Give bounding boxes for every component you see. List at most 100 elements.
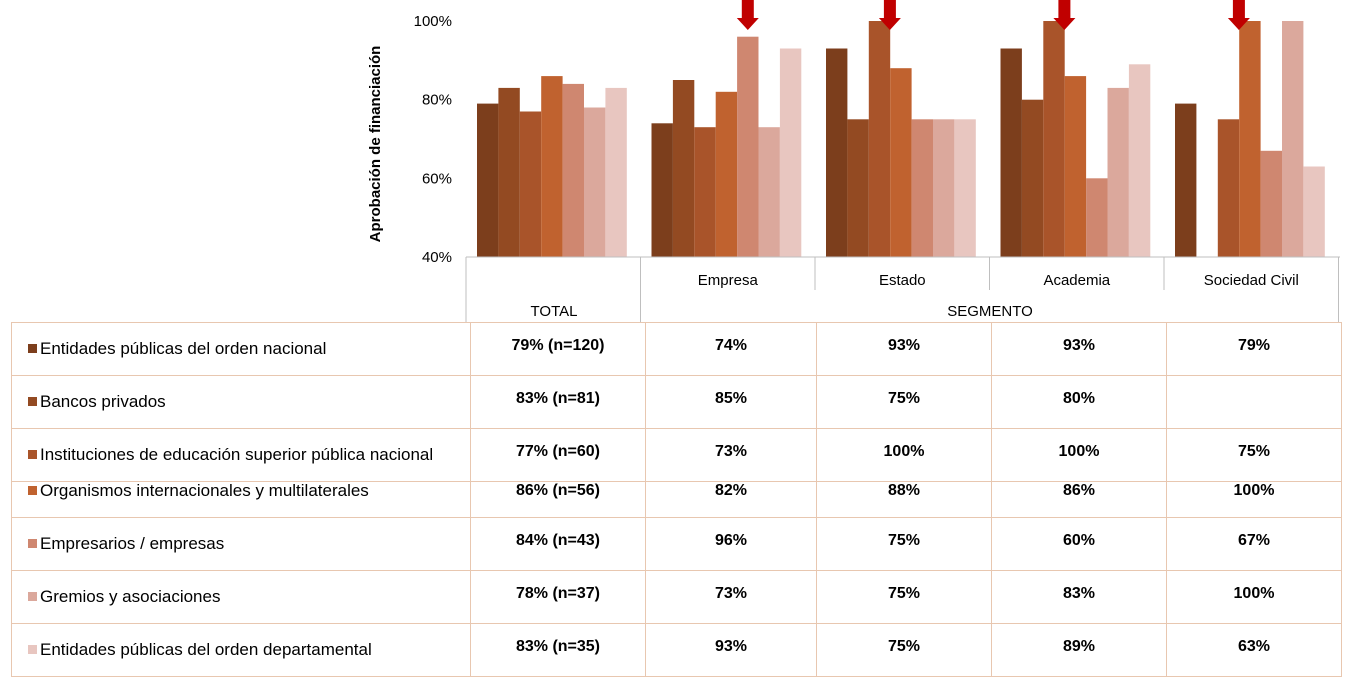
table-cell: 74% bbox=[645, 322, 817, 376]
bar bbox=[519, 111, 542, 257]
bar bbox=[477, 103, 499, 257]
table-cell: 79% bbox=[1166, 322, 1342, 376]
table-cell: 63% bbox=[1166, 623, 1342, 677]
highlight-arrow-marker bbox=[878, 0, 901, 30]
highlight-arrow-marker bbox=[736, 0, 759, 30]
legend-swatch bbox=[28, 450, 37, 459]
bar bbox=[1000, 48, 1022, 257]
table-cell: 88% bbox=[816, 481, 992, 518]
legend-cell: Entidades públicas del orden nacional bbox=[11, 322, 471, 376]
y-tick-label: 100% bbox=[414, 13, 452, 30]
legend-label: Organismos internacionales y multilatera… bbox=[40, 481, 369, 500]
legend-cell: Gremios y asociaciones bbox=[11, 570, 471, 624]
table-row: Organismos internacionales y multilatera… bbox=[11, 481, 1342, 518]
legend-cell: Entidades públicas del orden departament… bbox=[11, 623, 471, 677]
data-table: Entidades públicas del orden nacional 79%… bbox=[11, 322, 1342, 677]
x-tick-label: Sociedad Civil bbox=[1204, 272, 1299, 289]
table-cell: 60% bbox=[991, 517, 1167, 571]
legend-cell: Empresarios / empresas bbox=[11, 517, 471, 571]
table-row: Bancos privados 83% (n=81) 85% 75% 80% bbox=[11, 375, 1342, 429]
bar bbox=[1128, 64, 1151, 257]
bar bbox=[584, 107, 606, 257]
x-tick-label: Estado bbox=[879, 272, 926, 289]
table-cell: 93% bbox=[645, 623, 817, 677]
bar bbox=[758, 127, 780, 257]
table-row: Gremios y asociaciones 78% (n=37) 73% 75% 83… bbox=[11, 570, 1342, 624]
table-row: Entidades públicas del orden nacional 79%… bbox=[11, 322, 1342, 376]
table-cell: 100% bbox=[1166, 481, 1342, 518]
table-cell: 77% (n=60) bbox=[470, 428, 646, 482]
bar bbox=[498, 87, 520, 258]
table-row: Instituciones de educación superior públ… bbox=[11, 428, 1342, 482]
bar bbox=[1303, 166, 1325, 257]
highlight-arrow-marker bbox=[1227, 0, 1250, 30]
y-tick-label: 60% bbox=[422, 170, 452, 187]
table-cell: 75% bbox=[816, 517, 992, 571]
total-group-label: TOTAL bbox=[531, 303, 578, 320]
bar bbox=[1086, 178, 1108, 257]
bar bbox=[1239, 21, 1261, 257]
x-tick-label: Empresa bbox=[698, 272, 759, 289]
x-axis: Empresa Estado Academia Sociedad Civil bbox=[465, 256, 1340, 322]
y-tick-label: 80% bbox=[422, 92, 452, 109]
x-tick-label: Academia bbox=[1043, 272, 1110, 289]
table-cell: 75% bbox=[816, 570, 992, 624]
bar bbox=[1175, 103, 1197, 257]
table-cell: 75% bbox=[816, 375, 992, 429]
table-cell: 85% bbox=[645, 375, 817, 429]
table-cell: 75% bbox=[816, 623, 992, 677]
bars bbox=[477, 21, 1325, 258]
bar-chart: Aprobación de financiación 40% 60% 80% 100%… bbox=[367, 0, 1340, 322]
table-cell: 89% bbox=[991, 623, 1167, 677]
legend-label: Entidades públicas del orden nacional bbox=[40, 339, 327, 358]
bar bbox=[562, 83, 584, 258]
table-cell bbox=[1166, 375, 1342, 429]
bar bbox=[933, 119, 955, 257]
table-cell: 73% bbox=[645, 428, 817, 482]
bar bbox=[694, 127, 716, 257]
table-row: Empresarios / empresas 84% (n=43) 96% 75% 60… bbox=[11, 517, 1342, 571]
bar bbox=[715, 91, 738, 257]
table-cell: 80% bbox=[991, 375, 1167, 429]
legend-swatch bbox=[28, 486, 37, 495]
segment-group-label: SEGMENTO bbox=[947, 303, 1033, 320]
table-cell: 75% bbox=[1166, 428, 1342, 482]
bar bbox=[651, 123, 673, 257]
bar bbox=[1282, 21, 1304, 257]
legend-cell: Organismos internacionales y multilatera… bbox=[11, 481, 471, 518]
table-cell: 93% bbox=[991, 322, 1167, 376]
legend-swatch bbox=[28, 397, 37, 406]
table-cell: 100% bbox=[991, 428, 1167, 482]
bar bbox=[541, 76, 563, 257]
table-cell: 93% bbox=[816, 322, 992, 376]
legend-label: Instituciones de educación superior públ… bbox=[40, 445, 434, 464]
table-cell: 67% bbox=[1166, 517, 1342, 571]
table-cell: 100% bbox=[816, 428, 992, 482]
legend-label: Bancos privados bbox=[40, 392, 166, 411]
bar bbox=[672, 80, 695, 257]
bar bbox=[1260, 150, 1282, 257]
legend-swatch bbox=[28, 592, 37, 601]
highlight-arrow-marker bbox=[1053, 0, 1076, 30]
table-cell: 83% bbox=[991, 570, 1167, 624]
table-row: Entidades públicas del orden departament… bbox=[11, 623, 1342, 677]
bar bbox=[779, 48, 802, 257]
legend-cell: Instituciones de educación superior públ… bbox=[11, 428, 471, 482]
bar bbox=[847, 119, 869, 257]
bar bbox=[911, 119, 933, 257]
legend-label: Empresarios / empresas bbox=[40, 534, 225, 553]
table-cell: 73% bbox=[645, 570, 817, 624]
y-axis-label: Aprobación de financiación bbox=[367, 46, 384, 243]
legend-cell: Bancos privados bbox=[11, 375, 471, 429]
bar bbox=[954, 119, 976, 257]
table-cell: 84% (n=43) bbox=[470, 517, 646, 571]
highlight-markers bbox=[736, 0, 1250, 30]
legend-label: Gremios y asociaciones bbox=[40, 587, 221, 606]
legend-swatch bbox=[28, 539, 37, 548]
bar bbox=[1064, 76, 1087, 257]
bar bbox=[826, 48, 848, 257]
bar bbox=[737, 36, 759, 258]
bar bbox=[1043, 21, 1065, 257]
table-cell: 86% (n=56) bbox=[470, 481, 646, 518]
legend-swatch bbox=[28, 344, 37, 353]
